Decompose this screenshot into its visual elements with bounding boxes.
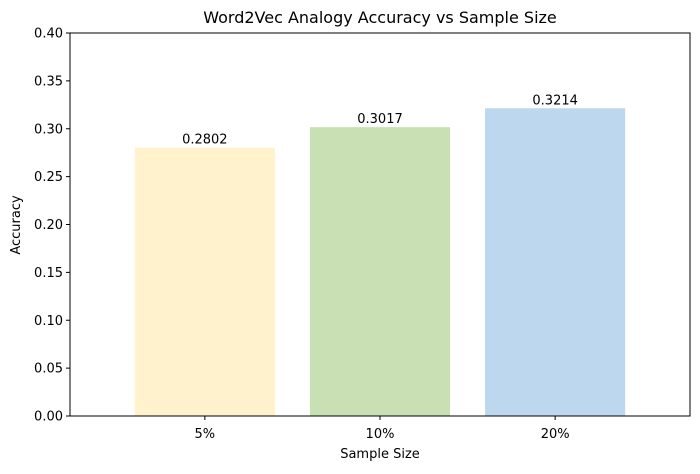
y-tick-label-7: 0.30 xyxy=(34,122,63,137)
data-label-1: 0.2802 xyxy=(182,133,228,148)
data-label-3: 0.3214 xyxy=(532,93,578,108)
chart-title: Word2Vec Analogy Accuracy vs Sample Size xyxy=(203,8,557,27)
y-tick-label-3: 0.10 xyxy=(34,314,63,329)
plot-frame xyxy=(69,32,691,417)
bar-3 xyxy=(485,108,626,417)
x-tick-label-1: 5% xyxy=(195,427,216,442)
x-axis-ticks: 5% 10% 20% xyxy=(195,416,570,442)
x-tick-label-3: 20% xyxy=(541,427,570,442)
y-tick-label-8: 0.35 xyxy=(34,74,63,89)
bar-2 xyxy=(309,127,451,416)
y-axis-ticks: 0.00 0.05 0.10 0.15 0.20 0.25 0.30 0.35 0.40 xyxy=(34,27,70,425)
y-tick-label-9: 0.40 xyxy=(34,27,63,42)
x-axis-label: Sample Size xyxy=(340,447,420,462)
y-tick-label-2: 0.05 xyxy=(34,362,63,377)
y-tick-label-5: 0.20 xyxy=(34,218,63,233)
y-tick-label-6: 0.25 xyxy=(34,170,63,185)
y-axis-label: Accuracy xyxy=(9,195,24,255)
bar-1 xyxy=(134,147,275,416)
x-tick-label-2: 10% xyxy=(366,427,395,442)
data-label-2: 0.3017 xyxy=(357,112,403,127)
bars-layer xyxy=(134,108,626,417)
y-tick-label-1: 0.00 xyxy=(34,410,63,425)
y-tick-label-4: 0.15 xyxy=(34,266,63,281)
data-labels: 0.2802 0.3017 0.3214 xyxy=(182,93,578,147)
